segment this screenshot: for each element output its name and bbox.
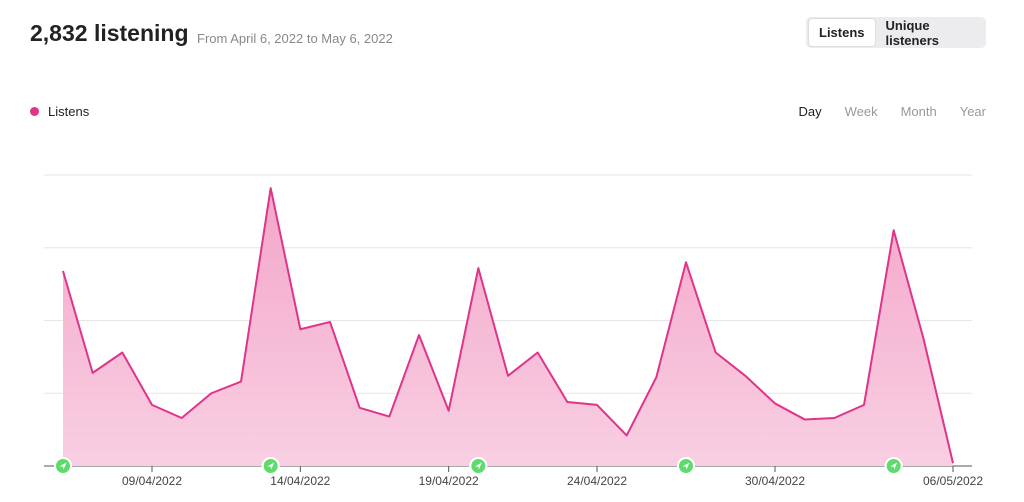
x-tick-label: 14/04/2022	[270, 474, 330, 488]
period-tabs: Day Week Month Year	[798, 104, 986, 119]
area-line	[62, 187, 954, 464]
x-tick-label: 24/04/2022	[567, 474, 627, 488]
x-tick-label: 30/04/2022	[745, 474, 805, 488]
release-icon	[267, 462, 275, 470]
release-icon	[59, 462, 67, 470]
toggle: Listens Unique listeners	[806, 17, 986, 48]
x-tick-label: 06/05/2022	[923, 474, 983, 488]
toggle-listens[interactable]: Listens	[808, 18, 876, 47]
legend-dot	[30, 107, 39, 116]
release-icon	[682, 462, 690, 470]
legend: Listens	[30, 104, 89, 119]
release-icon	[890, 462, 898, 470]
subtitle: From April 6, 2022 to May 6, 2022	[197, 31, 393, 46]
x-tick-label: 09/04/2022	[122, 474, 182, 488]
release-icon	[474, 462, 482, 470]
area-fill	[63, 188, 953, 466]
tab[interactable]: Week	[844, 104, 878, 119]
legend-label: Listens	[48, 104, 90, 119]
tab[interactable]: Month	[900, 104, 937, 119]
title: 2,832 listening	[30, 20, 189, 46]
tab[interactable]: Day	[798, 104, 822, 119]
toggle-unique[interactable]: Unique listeners	[885, 17, 939, 48]
tab[interactable]: Year	[959, 104, 986, 119]
x-tick-label: 19/04/2022	[419, 474, 479, 488]
